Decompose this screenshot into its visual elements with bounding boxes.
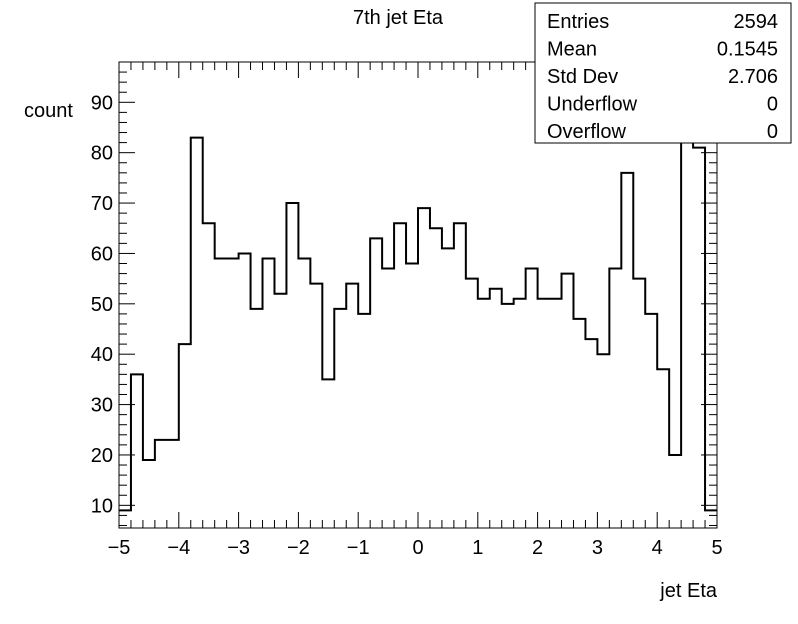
stats-value-std-dev: 2.706 (728, 66, 778, 88)
y-tick-labels: 10 20 30 40 50 60 70 80 90 (91, 92, 113, 517)
x-tick-label: 4 (652, 537, 663, 559)
x-tick-label: 2 (532, 537, 543, 559)
stats-value-overflow: 0 (767, 121, 778, 143)
y-tick-label: 50 (91, 294, 113, 316)
x-tick-label: −3 (227, 537, 250, 559)
y-tick-label: 70 (91, 193, 113, 215)
y-tick-label: 80 (91, 143, 113, 165)
stats-label-entries: Entries (547, 11, 609, 33)
stats-label-mean: Mean (547, 39, 597, 61)
stats-value-entries: 2594 (734, 11, 779, 33)
x-tick-label: −2 (287, 537, 310, 559)
stats-label-underflow: Underflow (547, 94, 638, 116)
x-tick-label: −5 (108, 537, 131, 559)
stats-box-frame (534, 2, 792, 144)
y-axis-label: count (24, 100, 73, 122)
y-tick-label: 10 (91, 495, 113, 517)
stats-label-std-dev: Std Dev (547, 66, 618, 88)
y-tick-label: 90 (91, 92, 113, 114)
stats-value-mean: 0.1545 (717, 39, 778, 61)
y-tick-label: 40 (91, 344, 113, 366)
stats-value-underflow: 0 (767, 94, 778, 116)
x-tick-label: 5 (711, 537, 722, 559)
x-tick-label: −1 (347, 537, 370, 559)
x-tick-labels: −5 −4 −3 −2 −1 0 1 2 3 4 5 (108, 537, 723, 559)
y-tick-label: 30 (91, 395, 113, 417)
y-tick-label: 20 (91, 445, 113, 467)
stats-box: Entries 2594 Mean 0.1545 Std Dev 2.706 Underfl… (534, 2, 792, 144)
x-tick-label: 0 (412, 537, 423, 559)
x-axis-label: jet Eta (659, 580, 718, 602)
histogram-series (119, 116, 717, 512)
axis-ticks (118, 61, 718, 528)
x-tick-label: 1 (472, 537, 483, 559)
chart-title: 7th jet Eta (353, 7, 444, 29)
stats-label-overflow: Overflow (547, 121, 626, 143)
x-tick-label: −4 (167, 537, 190, 559)
x-tick-label: 3 (592, 537, 603, 559)
y-tick-label: 60 (91, 243, 113, 265)
